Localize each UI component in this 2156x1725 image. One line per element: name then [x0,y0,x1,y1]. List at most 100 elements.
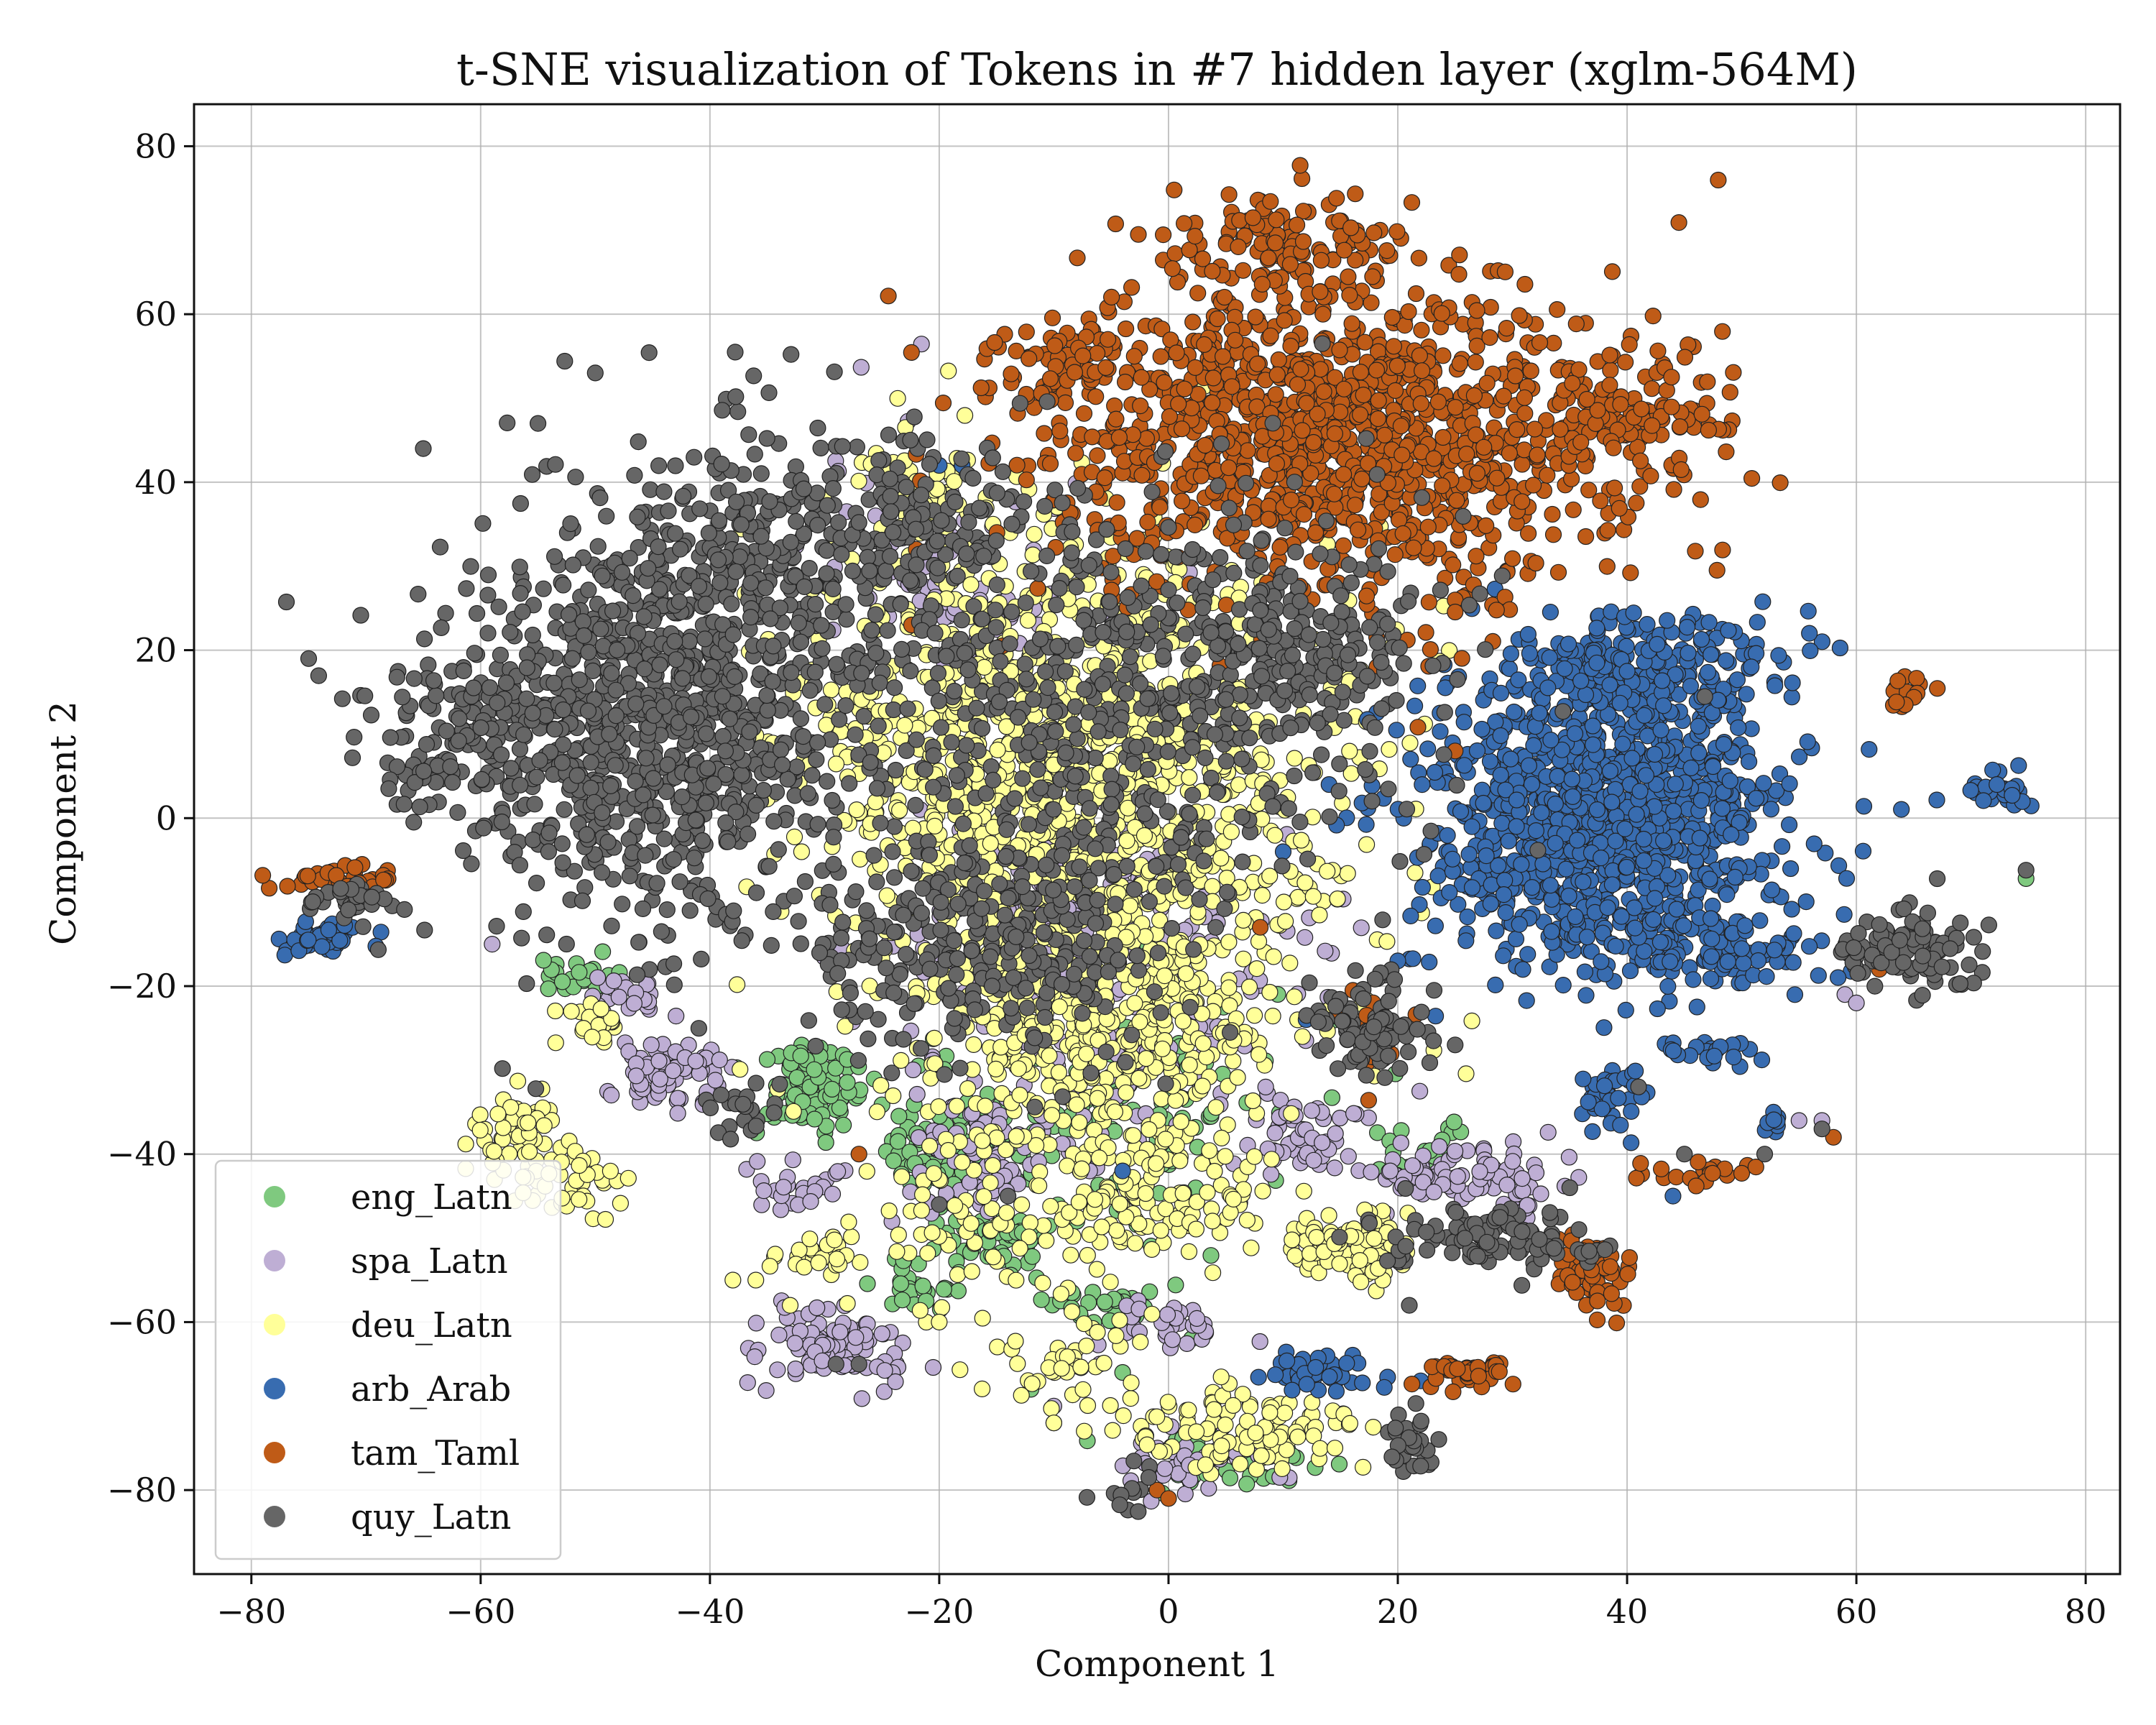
data-point [1171,1152,1189,1169]
data-point [1495,886,1513,903]
data-point [1685,971,1702,988]
data-point [998,1204,1015,1221]
data-point [852,1254,869,1271]
data-point [948,1098,965,1115]
data-point [858,1163,875,1180]
data-point [1855,798,1873,815]
data-point [1784,674,1801,691]
data-point [963,1263,980,1280]
data-point [1253,886,1271,904]
data-point [1481,753,1499,770]
data-point [1699,663,1717,681]
data-point [1381,1162,1399,1179]
data-point [1601,763,1619,780]
data-point [535,1117,553,1134]
data-point [1652,722,1669,739]
data-point [1381,740,1398,758]
data-point [1213,1129,1230,1147]
data-point [1631,783,1649,800]
data-point [1682,759,1700,777]
data-point [878,887,895,904]
data-point [724,1271,742,1289]
data-point [1790,1112,1807,1129]
data-point [921,1137,939,1155]
data-point [1172,1113,1189,1131]
data-point [1341,1414,1359,1432]
data-point [1497,903,1514,921]
data-point [824,1080,841,1098]
data-point [1719,953,1736,970]
data-point [1831,639,1848,657]
data-point [1225,1052,1242,1070]
data-point [592,1000,609,1018]
data-point [1618,858,1636,876]
data-point [1659,978,1677,995]
data-point [775,1179,792,1196]
data-point [1286,988,1303,1006]
data-point [1406,697,1424,714]
data-point [852,359,870,376]
data-point [1665,802,1682,820]
data-point [1010,1060,1027,1077]
data-point [1308,1228,1325,1246]
data-point [1261,983,1279,1001]
data-point [1460,845,1478,863]
data-point [1079,1397,1097,1414]
data-point [1781,775,1798,793]
data-point [922,1070,939,1087]
data-point [1253,1447,1270,1464]
data-point [1848,994,1865,1012]
data-point [1053,1360,1070,1377]
data-point [1045,1414,1063,1432]
data-point [1763,881,1780,898]
data-point [1527,1164,1545,1182]
data-point [1026,525,1043,543]
data-point [1078,1045,1095,1062]
data-point [1784,954,1802,971]
data-point [1177,965,1194,983]
data-point [1593,953,1610,970]
data-point [1471,1163,1488,1180]
data-point [1425,1183,1442,1201]
data-point [1126,995,1143,1012]
data-point [1554,976,1572,994]
data-point [1238,1476,1256,1493]
data-point [1199,1184,1216,1201]
data-point [1075,1315,1093,1333]
data-point [1283,1105,1300,1122]
data-point [1626,919,1644,937]
data-point [1801,938,1818,955]
data-point [471,1121,489,1139]
data-point [784,1151,801,1169]
data-point [1720,622,1737,639]
data-point [910,1128,928,1146]
data-point [1766,677,1784,694]
data-point [850,472,867,489]
data-point [1088,1261,1106,1278]
data-point [1235,911,1252,929]
data-point [1096,1293,1113,1311]
data-point [1547,834,1564,852]
data-point [1180,1243,1198,1261]
data-point [1153,1090,1170,1108]
data-point [1618,663,1636,680]
data-point [1599,899,1616,916]
data-point [605,972,622,990]
data-point [1414,776,1431,794]
data-point [1628,806,1645,823]
data-point [1174,1013,1192,1030]
data-point [1254,1182,1271,1200]
data-point [930,1098,947,1116]
data-point [872,1077,890,1094]
data-point [1495,947,1512,965]
data-point [1225,1397,1242,1414]
data-point [1893,801,1910,818]
data-point [747,1315,765,1332]
data-point [1202,1247,1220,1264]
data-point [1637,767,1654,784]
data-point [1207,1099,1225,1116]
data-point [956,407,974,424]
data-point [1703,948,1720,965]
data-point [1095,1354,1112,1372]
